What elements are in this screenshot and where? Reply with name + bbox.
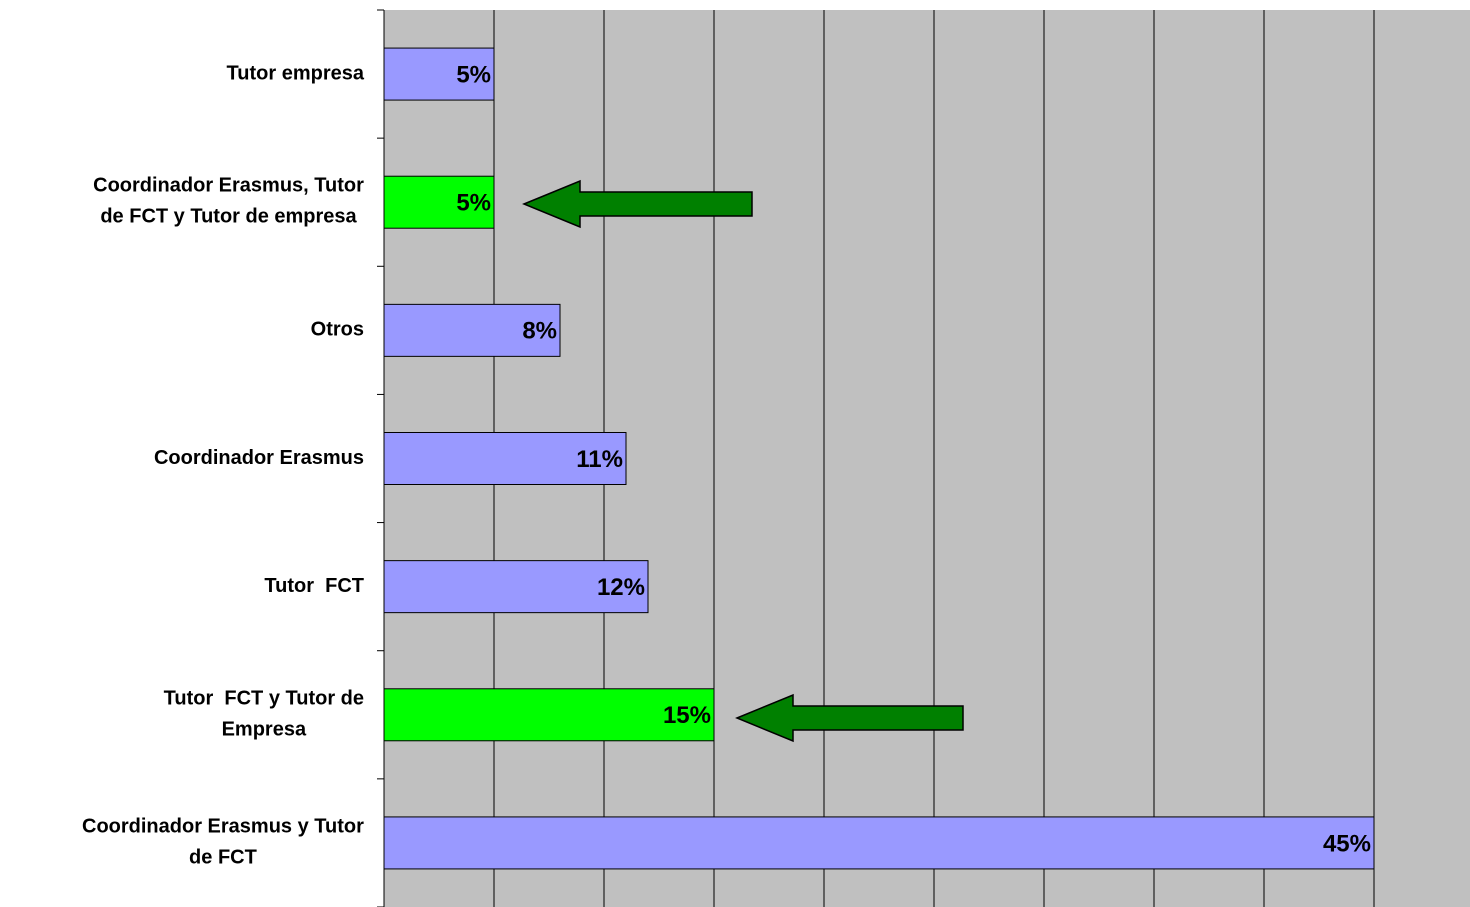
data-label: 45% [1323,830,1371,857]
category-label: Tutor empresa [227,62,365,84]
data-label: 11% [576,446,623,473]
arrow [522,179,753,229]
bar [383,688,715,742]
bar [383,47,495,101]
data-label: 5% [456,190,491,217]
category-label: Tutor FCT [264,575,364,597]
bar [383,175,495,229]
category-label: Tutor FCT y Tutor de Empresa [164,688,364,741]
category-label: Coordinador Erasmus y Tutor de FCT [82,816,364,869]
data-label: 12% [597,574,645,601]
category-label: Coordinador Erasmus [154,447,364,469]
data-label: 5% [456,61,491,88]
data-label: 15% [663,702,711,729]
bar [383,560,649,614]
bar [383,816,1375,870]
bar [383,432,627,485]
category-label: Otros [311,319,364,341]
category-label: Coordinador Erasmus, Tutor de FCT y Tutor… [93,175,364,228]
bar [383,303,561,357]
data-label: 8% [522,318,557,345]
arrow [735,693,964,743]
annotation-arrows [522,179,964,743]
marks: 5% Tutor empresa 5% Coordinador Erasmus, Tu… [82,9,1375,907]
